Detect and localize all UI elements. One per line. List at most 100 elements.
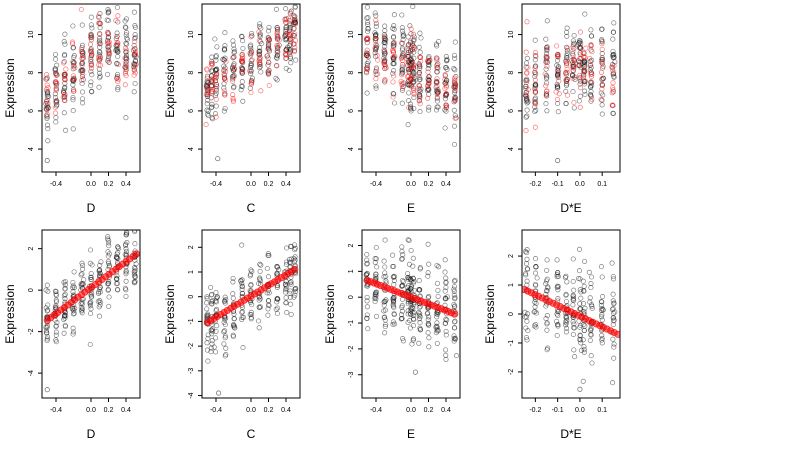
black-point (364, 271, 370, 277)
black-point (222, 294, 228, 300)
black-point (365, 26, 371, 32)
black-point (222, 333, 228, 339)
red-point (133, 52, 139, 58)
black-point (205, 108, 211, 114)
red-point (96, 41, 102, 47)
black-point (382, 324, 388, 330)
black-point (373, 256, 379, 262)
red-point (600, 82, 606, 89)
red-point (230, 78, 236, 84)
y-tick-label: 4 (188, 147, 195, 151)
black-point (577, 301, 583, 307)
black-point (555, 109, 561, 115)
black-point (576, 268, 583, 274)
black-point (417, 266, 423, 272)
black-point (588, 281, 594, 287)
x-tick-label: 0.2 (104, 407, 114, 414)
black-point (238, 83, 245, 89)
red-point (287, 51, 293, 57)
black-point (571, 321, 577, 327)
black-point (543, 66, 549, 72)
black-point (287, 294, 293, 300)
red-point (106, 59, 112, 65)
black-point (96, 304, 102, 310)
black-point (212, 36, 218, 42)
red-point (213, 96, 219, 102)
black-point (571, 40, 577, 46)
black-point (451, 283, 458, 290)
y-tick-label: -3 (188, 368, 195, 374)
black-point (554, 62, 560, 68)
red-point (106, 51, 112, 57)
black-point (87, 303, 93, 309)
black-point (209, 104, 215, 110)
black-point (239, 309, 245, 316)
red-point (610, 67, 616, 73)
black-point (416, 92, 422, 98)
black-point (274, 55, 280, 61)
red-point (408, 26, 414, 32)
x-tick-label: -0.1 (552, 407, 564, 414)
black-point (433, 107, 440, 113)
black-point (563, 329, 569, 335)
black-point (523, 114, 529, 120)
fit-line-point (132, 250, 140, 258)
black-point (416, 44, 422, 50)
red-point (434, 65, 440, 71)
black-point (230, 295, 236, 301)
red-point (434, 76, 440, 82)
black-point (610, 380, 616, 386)
black-point (610, 291, 616, 297)
black-point (123, 25, 129, 31)
black-point (576, 246, 583, 252)
black-point (411, 94, 417, 101)
black-point (582, 91, 588, 98)
black-point (442, 125, 448, 131)
black-point (578, 340, 584, 346)
black-point (399, 244, 405, 250)
red-point (79, 78, 85, 84)
black-point (610, 321, 616, 328)
red-point (570, 48, 576, 54)
black-point (564, 325, 570, 331)
y-tick-label: -2 (28, 328, 35, 334)
black-point (564, 55, 570, 61)
black-point (248, 42, 254, 48)
black-point (434, 314, 440, 320)
black-point (372, 298, 378, 305)
black-point (274, 77, 280, 83)
red-point (132, 70, 138, 76)
black-point (240, 98, 246, 104)
y-tick-label: 4 (28, 147, 35, 151)
black-point (381, 274, 387, 280)
scatter-panel-1: -0.4 0.0 0.2 0.4 4 6 8 10 D Expression (3, 3, 141, 215)
red-point (72, 65, 78, 71)
black-point (400, 37, 406, 43)
black-point (266, 24, 272, 30)
x-tick-label: 0.2 (424, 181, 434, 188)
y-tick-label: 10 (348, 31, 355, 39)
red-point (583, 45, 589, 51)
scatter-panel-5: -0.4 0.0 0.2 0.4 -4 -2 0 2 D Expression (3, 229, 141, 441)
black-point (266, 253, 272, 259)
black-point (205, 358, 211, 364)
scatter-panel-8: -0.2 -0.1 0.0 0.1 -2 -1 0 1 2 D*E Expression (483, 229, 621, 441)
black-point (265, 274, 271, 280)
black-point (365, 22, 371, 28)
black-point (410, 4, 416, 10)
black-point (53, 115, 59, 121)
points-group (203, 4, 299, 162)
black-point (426, 261, 432, 267)
black-point (581, 347, 587, 353)
red-point (417, 63, 423, 69)
black-point (80, 100, 86, 106)
black-point (612, 309, 618, 315)
black-point (205, 97, 211, 103)
black-point (70, 325, 76, 331)
red-point (363, 51, 369, 57)
black-point (555, 312, 561, 318)
black-point (524, 337, 530, 343)
black-point (390, 296, 396, 302)
red-point (44, 82, 50, 88)
red-point (257, 61, 263, 67)
